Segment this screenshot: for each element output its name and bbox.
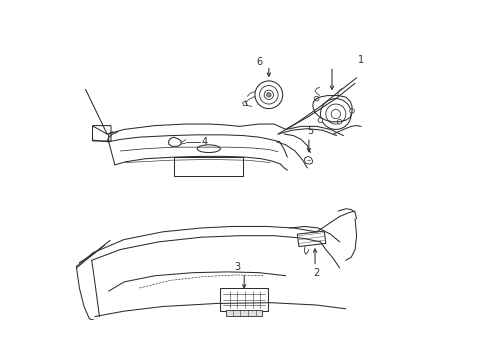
Circle shape <box>267 93 271 97</box>
Circle shape <box>314 96 319 101</box>
FancyBboxPatch shape <box>93 126 111 141</box>
Bar <box>226 310 262 316</box>
Circle shape <box>331 109 341 119</box>
Text: 2: 2 <box>314 267 319 278</box>
Circle shape <box>255 81 283 109</box>
Circle shape <box>320 99 351 130</box>
Circle shape <box>260 86 278 104</box>
Circle shape <box>318 118 323 122</box>
Text: 3: 3 <box>234 261 240 271</box>
Text: 6: 6 <box>257 58 263 67</box>
Polygon shape <box>297 231 326 247</box>
Circle shape <box>337 120 342 124</box>
Text: 1: 1 <box>358 55 364 65</box>
Bar <box>174 157 244 176</box>
Bar <box>220 288 268 311</box>
Circle shape <box>350 109 354 113</box>
Text: 5: 5 <box>307 126 314 136</box>
Circle shape <box>264 90 273 99</box>
Ellipse shape <box>197 145 220 153</box>
Text: 4: 4 <box>201 137 207 147</box>
Circle shape <box>326 104 346 124</box>
